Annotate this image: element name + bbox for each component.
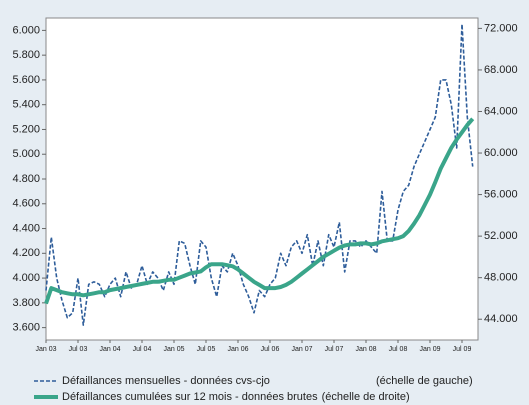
y-tick-label: 4.000 (12, 272, 40, 284)
y-tick-label: 4.600 (12, 198, 40, 210)
y-tick-label: 5.400 (12, 99, 40, 111)
y-tick-label: 5.600 (12, 74, 40, 86)
x-tick-label: Jul 06 (261, 346, 280, 353)
y-tick-label: 3.600 (12, 322, 40, 334)
x-tick-label: Jul 03 (69, 346, 88, 353)
y-tick-label: 5.200 (12, 123, 40, 135)
y2-tick-label: 48.000 (484, 272, 518, 284)
y2-tick-label: 52.000 (484, 230, 518, 242)
series-line (44, 117, 475, 305)
legend-label: Défaillances cumulées sur 12 mois - donn… (62, 391, 318, 403)
x-tick-label: Jan 06 (227, 346, 248, 353)
y-tick-label: 6.000 (12, 24, 40, 36)
x-tick-label: Jul 08 (389, 346, 408, 353)
x-tick-label: Jul 05 (197, 346, 216, 353)
y2-tick-label: 68.000 (484, 64, 518, 76)
y-tick-label: 4.400 (12, 222, 40, 234)
y2-tick-label: 44.000 (484, 313, 518, 325)
y-tick-label: 5.800 (12, 49, 40, 61)
y2-tick-label: 56.000 (484, 188, 518, 200)
x-tick-label: Jan 07 (291, 346, 312, 353)
x-tick-label: Jan 09 (419, 346, 440, 353)
legend-label: Défaillances mensuelles - données cvs-cj… (62, 375, 270, 387)
y-tick-label: 4.200 (12, 247, 40, 259)
y-tick-label: 5.000 (12, 148, 40, 160)
y-tick-label: 3.800 (12, 297, 40, 309)
legend-note: (échelle de gauche) (376, 375, 473, 387)
y2-tick-label: 60.000 (484, 147, 518, 159)
x-tick-label: Jul 09 (453, 346, 472, 353)
x-tick-label: Jan 05 (163, 346, 184, 353)
x-tick-label: Jan 04 (99, 346, 120, 353)
y2-tick-label: 72.000 (484, 22, 518, 34)
x-tick-label: Jan 08 (355, 346, 376, 353)
legend-note: (échelle de droite) (322, 391, 410, 403)
x-tick-label: Jan 03 (35, 346, 56, 353)
series-line (45, 23, 474, 326)
y2-tick-label: 64.000 (484, 105, 518, 117)
x-tick-label: Jul 07 (325, 346, 344, 353)
x-tick-label: Jul 04 (133, 346, 152, 353)
y-tick-label: 4.800 (12, 173, 40, 185)
